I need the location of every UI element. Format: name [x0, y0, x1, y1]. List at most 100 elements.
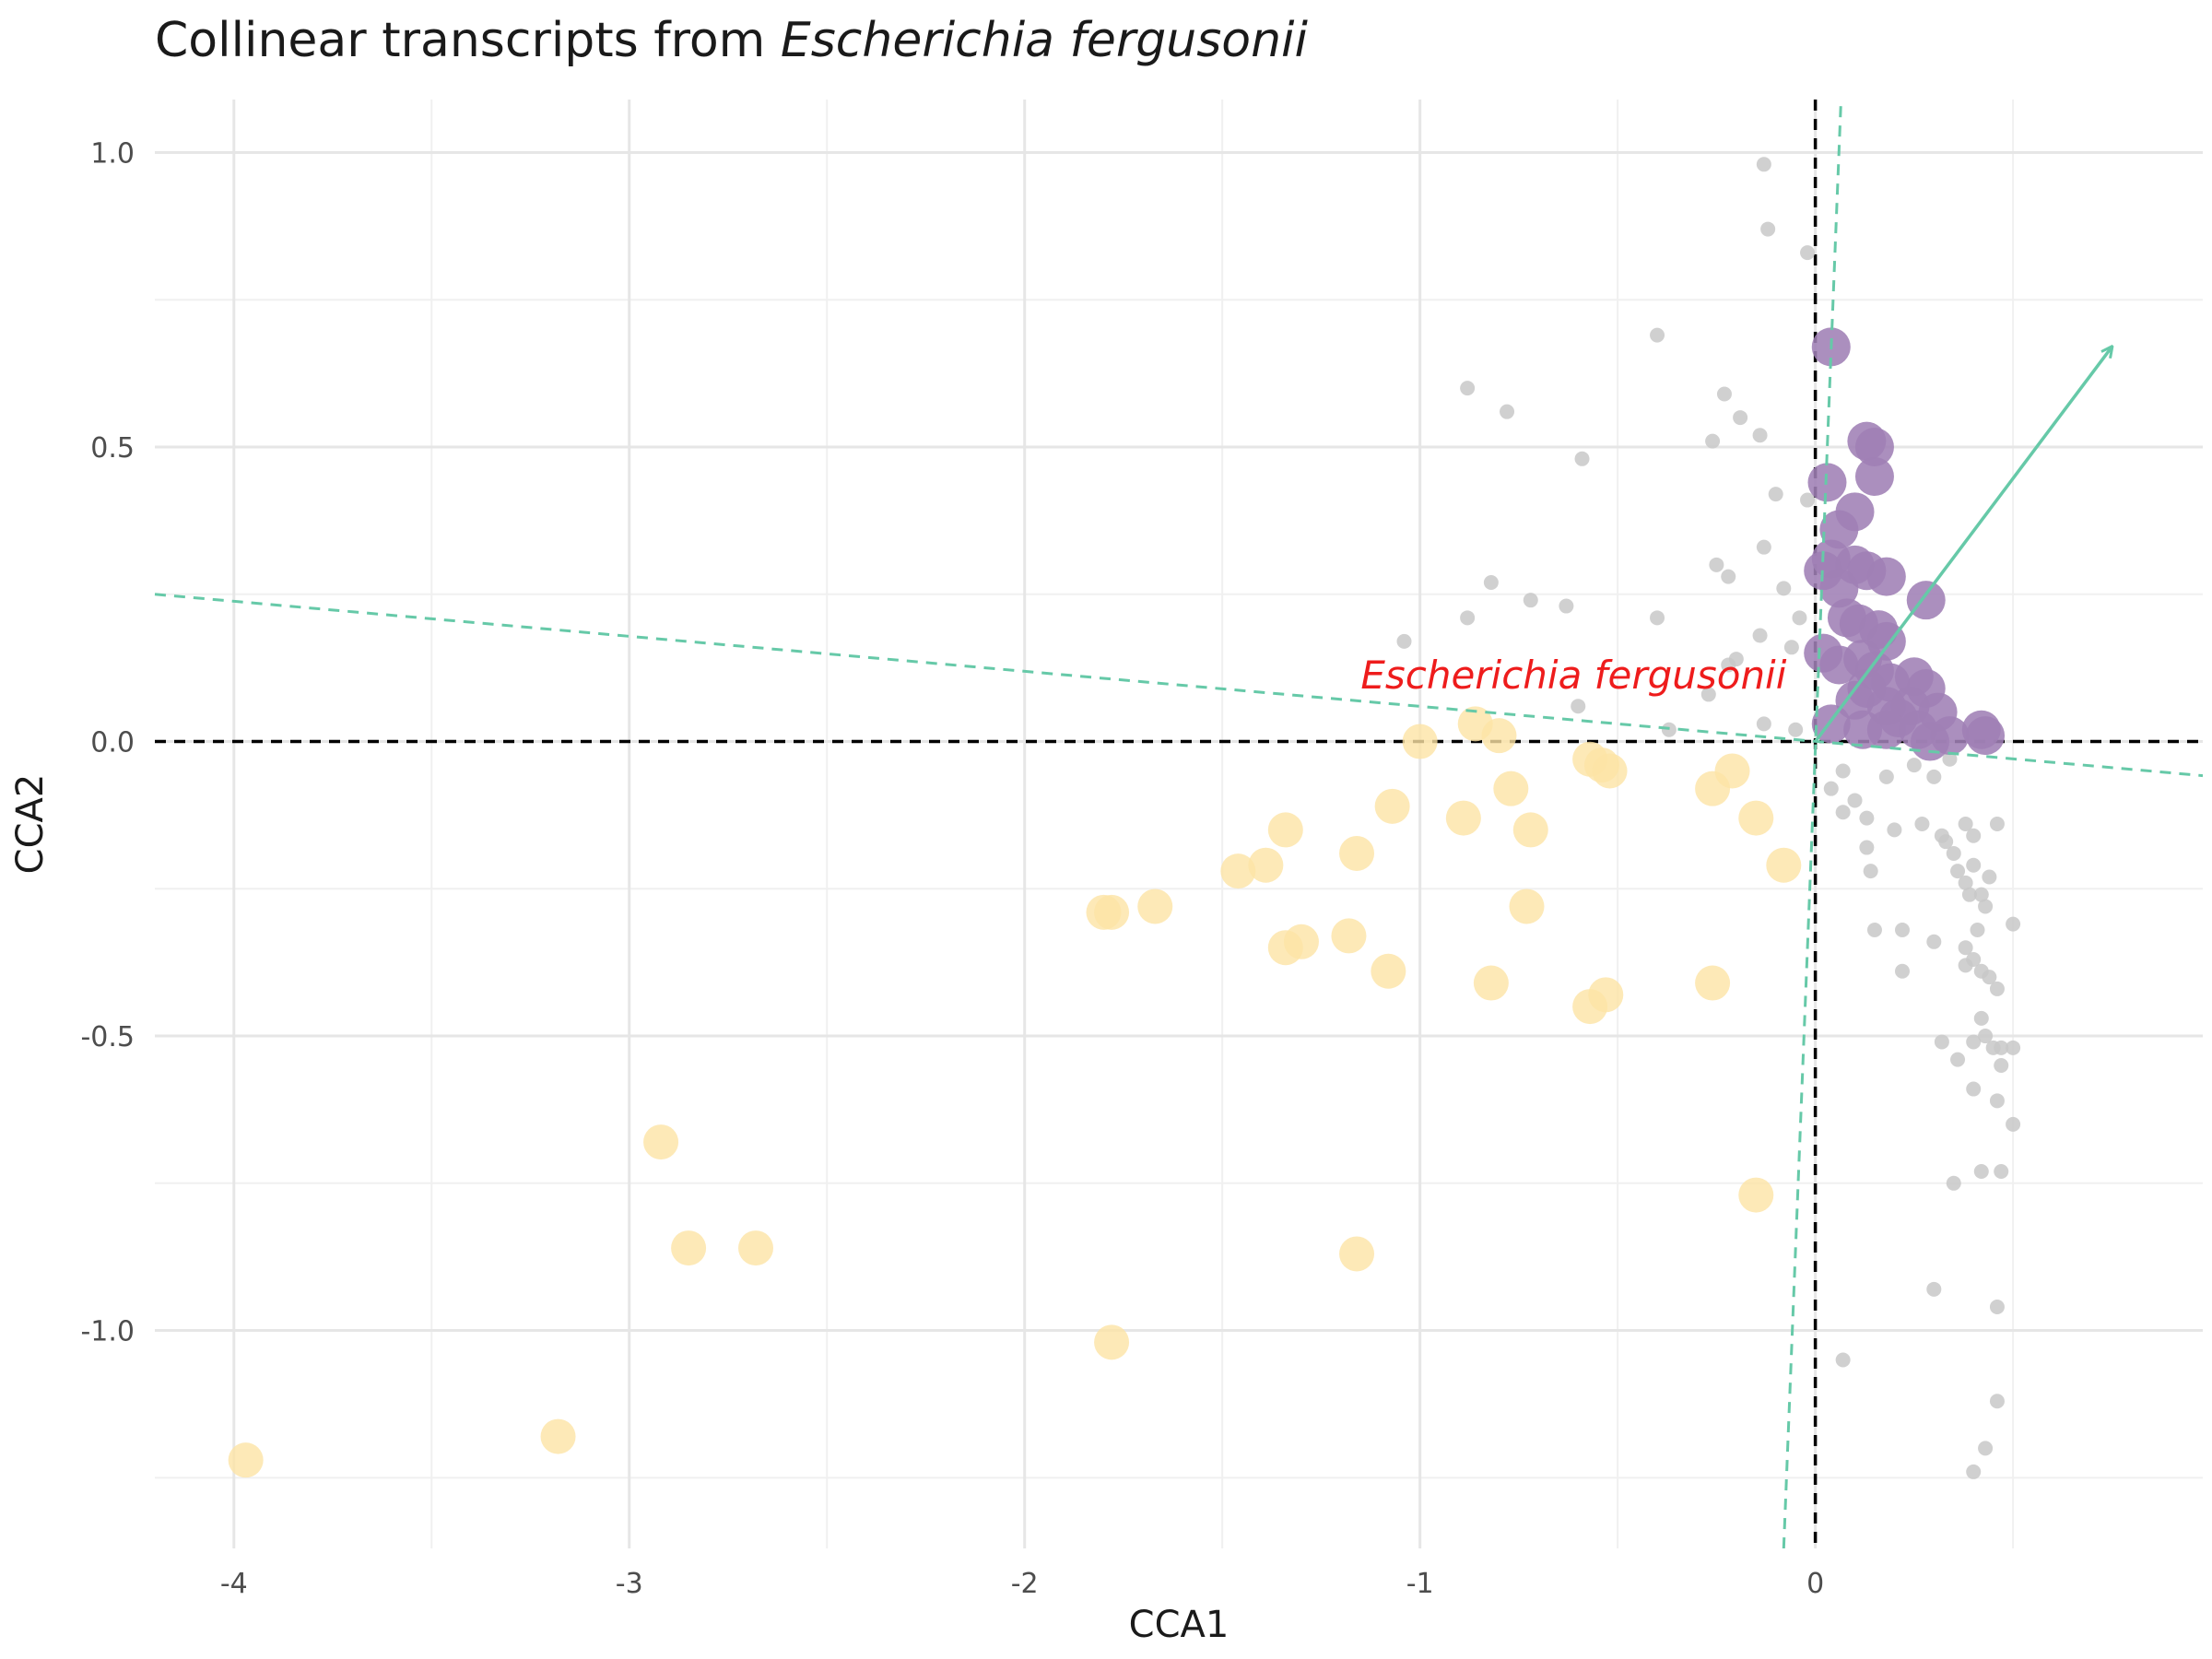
scatter-point-series-0: [1973, 887, 1989, 902]
scatter-point-series-0: [1982, 970, 1997, 985]
scatter-point-series-0: [1950, 864, 1966, 879]
y-axis-ticks: 1.0 0.5 0.0 -0.5 -1.0: [80, 138, 135, 1348]
scatter-point-series-0: [1958, 875, 1973, 890]
scatter-point-series-0: [1650, 327, 1665, 343]
scatter-point-series-0: [1946, 845, 1961, 861]
scatter-point-series-1: [1371, 953, 1406, 989]
scatter-point-series-0: [1800, 492, 1816, 508]
scatter-point-series-0: [1994, 1058, 2009, 1073]
scatter-point-series-0: [1709, 557, 1724, 572]
chart-title: Collinear transcripts from Escherichia f…: [155, 13, 1308, 68]
scatter-point-series-1: [1094, 1324, 1130, 1360]
scatter-point-series-1: [1402, 724, 1438, 759]
y-tick-label: -1.0: [80, 1316, 135, 1348]
species-annotation: Escherichia fergusonii: [1360, 653, 1786, 698]
scatter-point-series-0: [2006, 1116, 2021, 1132]
scatter-point-series-1: [1137, 888, 1173, 924]
scatter-point-series-1: [1445, 800, 1481, 836]
x-tick-label: -1: [1406, 1568, 1434, 1600]
scatter-point-series-0: [1863, 864, 1878, 879]
scatter-point-series-0: [1973, 1010, 1989, 1026]
scatter-point-series-0: [1946, 1175, 1961, 1191]
scatter-point-series-0: [1756, 157, 1771, 172]
y-tick-label: 0.5: [90, 432, 135, 465]
scatter-point-series-0: [1926, 1281, 1942, 1297]
y-tick-label: 0.0: [90, 727, 135, 759]
scatter-point-series-0: [1989, 1394, 2005, 1409]
scatter-point-series-0: [1978, 899, 1994, 914]
scatter-point-series-0: [1989, 1300, 2005, 1314]
scatter-point-series-1: [738, 1230, 774, 1266]
scatter-point-series-2: [1819, 510, 1859, 549]
scatter-point-series-0: [1966, 857, 1982, 873]
chart-title-species: Escherichia fergusonii: [780, 13, 1308, 68]
scatter-point-series-1: [1592, 753, 1628, 789]
scatter-point-series-1: [1331, 918, 1367, 954]
vector-overlay: [154, 99, 2204, 1549]
scatter-point-series-1: [1738, 800, 1774, 836]
scatter-point-series-0: [1716, 386, 1732, 402]
scatter-point-series-0: [1700, 687, 1716, 702]
scatter-point-series-0: [1970, 923, 1985, 938]
scatter-point-series-0: [1752, 628, 1768, 643]
biplot-dashed-axis-0: [154, 593, 2204, 778]
scatter-point-series-0: [1887, 822, 1902, 838]
scatter-point-series-0: [1500, 404, 1515, 419]
scatter-point-series-0: [1835, 805, 1851, 820]
scatter-point-series-0: [1776, 581, 1792, 596]
x-axis-title: CCA1: [1129, 1604, 1230, 1646]
scatter-point-series-1: [1714, 753, 1750, 789]
scatter-point-series-2: [1854, 428, 1894, 467]
scatter-point-series-0: [1859, 840, 1875, 855]
scatter-point-series-0: [1938, 834, 1954, 850]
scatter-point-series-0: [1396, 633, 1412, 649]
scatter-point-series-1: [1339, 1236, 1375, 1272]
scatter-point-series-0: [1966, 1464, 1982, 1479]
scatter-point-series-1: [1267, 812, 1303, 848]
scatter-point-series-0: [1989, 981, 2005, 996]
scatter-point-series-0: [1756, 539, 1771, 555]
scatter-point-series-0: [1859, 810, 1875, 826]
scatter-point-series-0: [1866, 923, 1882, 938]
scatter-point-series-0: [1966, 1081, 1982, 1097]
scatter-point-series-2: [1906, 581, 1946, 620]
scatter-point-series-2: [1819, 569, 1859, 608]
scatter-point-series-0: [1721, 569, 1736, 584]
x-tick-label: 0: [1806, 1568, 1824, 1600]
scatter-point-series-1: [1588, 977, 1624, 1013]
biplot-vector-arrow: [1814, 347, 2112, 743]
scatter-point-series-0: [1989, 1093, 2005, 1109]
scatter-point-series-1: [1509, 888, 1545, 924]
scatter-point-series-0: [1835, 763, 1851, 779]
scatter-point-series-0: [1721, 657, 1736, 673]
scatter-point-series-0: [1978, 1029, 1994, 1044]
scatter-point-series-0: [1752, 428, 1768, 443]
scatter-point-series-0: [1756, 716, 1771, 732]
scatter-point-series-0: [1760, 221, 1776, 237]
scatter-point-series-1: [1220, 853, 1256, 889]
scatter-point-series-1: [671, 1230, 707, 1266]
scatter-point-series-2: [1854, 456, 1894, 496]
scatter-point-series-0: [1989, 817, 2005, 831]
scatter-point-series-1: [1695, 965, 1731, 1001]
scatter-point-series-0: [1958, 817, 1973, 831]
scatter-point-series-0: [1950, 1052, 1966, 1067]
scatter-point-series-0: [1894, 963, 1910, 979]
x-tick-label: -4: [220, 1568, 248, 1600]
scatter-point-series-0: [1571, 699, 1586, 714]
scatter-point-series-1: [1473, 965, 1509, 1001]
scatter-point-series-1: [228, 1442, 264, 1478]
chart-title-prefix: Collinear transcripts from: [155, 13, 781, 68]
x-tick-label: -3: [616, 1568, 643, 1600]
scatter-point-series-1: [1339, 835, 1375, 871]
scatter-point-series-0: [1966, 951, 1982, 967]
scatter-point-series-0: [1559, 598, 1574, 614]
scatter-point-series-0: [1942, 751, 1958, 767]
scatter-point-series-0: [1788, 722, 1804, 737]
scatter-point-series-1: [1283, 924, 1319, 959]
scatter-point-series-0: [1878, 769, 1894, 784]
scatter-point-series-0: [1800, 245, 1816, 261]
scatter-point-series-2: [1819, 645, 1859, 685]
scatter-point-series-0: [1523, 593, 1538, 608]
biplot-dashed-axis-1: [1782, 99, 1843, 1549]
